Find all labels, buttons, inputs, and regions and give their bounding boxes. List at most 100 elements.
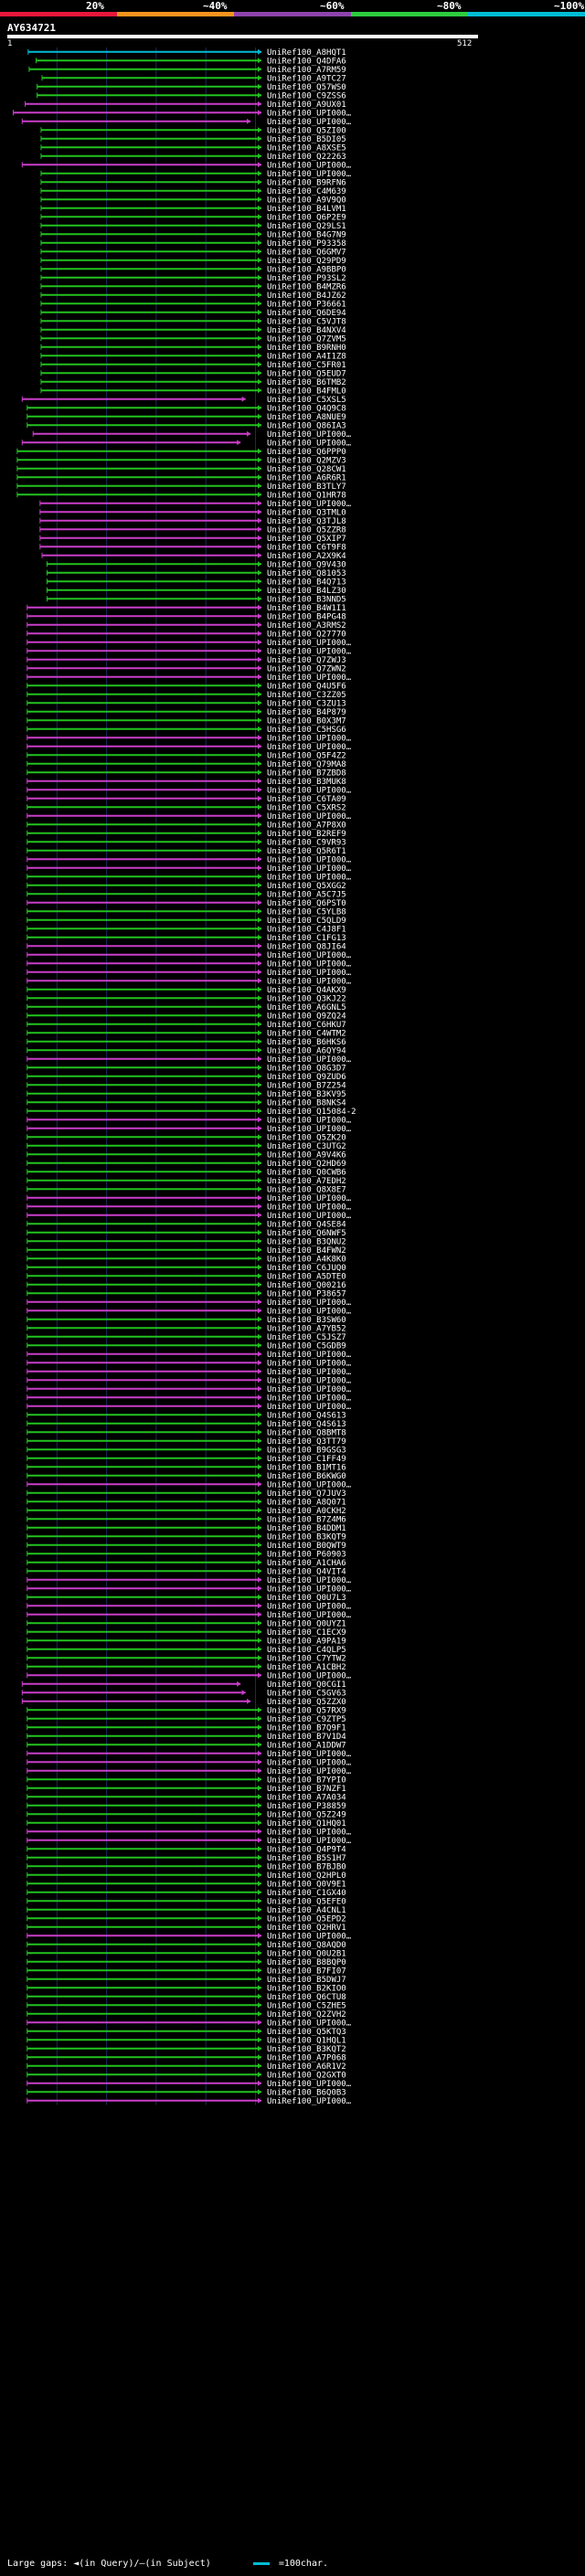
hit-label[interactable]: UniRef100_A7YB52	[267, 1324, 346, 1333]
hit-label[interactable]: UniRef100_B7FI07	[267, 1966, 346, 1976]
hit-label[interactable]: UniRef100_P93358	[267, 239, 346, 249]
hit-label[interactable]: UniRef100_C5XRS2	[267, 803, 346, 812]
hit-label[interactable]: UniRef100_Q4AKX9	[267, 986, 346, 995]
hit-label[interactable]: UniRef100_UPI000…	[267, 2080, 352, 2089]
hit-label[interactable]: UniRef100_A9PA19	[267, 1637, 346, 1646]
hit-label[interactable]: UniRef100_B5DWJ7	[267, 1976, 346, 1985]
hit-label[interactable]: UniRef100_UPI000…	[267, 161, 352, 170]
hit-label[interactable]: UniRef100_B7V1D4	[267, 1733, 346, 1742]
hit-label[interactable]: UniRef100_A6R6R1	[267, 473, 346, 482]
hit-label[interactable]: UniRef100_UPI000…	[267, 1299, 352, 1308]
hit-label[interactable]: UniRef100_C4WTM2	[267, 1029, 346, 1038]
hit-label[interactable]: UniRef100_C3ZZ05	[267, 691, 346, 700]
hit-label[interactable]: UniRef100_UPI000…	[267, 951, 352, 960]
hit-label[interactable]: UniRef100_C9ZSS6	[267, 91, 346, 101]
hit-label[interactable]: UniRef100_Q5ZZR8	[267, 525, 346, 535]
hit-label[interactable]: UniRef100_Q7ZVM5	[267, 334, 346, 344]
hit-label[interactable]: UniRef100_B7YPI0	[267, 1776, 346, 1785]
hit-label[interactable]: UniRef100_C4QLP5	[267, 1646, 346, 1655]
hit-label[interactable]: UniRef100_B4Q713	[267, 578, 346, 587]
hit-label[interactable]: UniRef100_C5QLD9	[267, 917, 346, 926]
hit-label[interactable]: UniRef100_A7RM59	[267, 66, 346, 75]
hit-label[interactable]: UniRef100_B4MZR6	[267, 282, 346, 292]
hit-label[interactable]: UniRef100_UPI000…	[267, 1394, 352, 1403]
hit-label[interactable]: UniRef100_A9TC27	[267, 74, 346, 83]
hit-label[interactable]: UniRef100_Q6PST0	[267, 899, 346, 908]
hit-label[interactable]: UniRef100_Q1HR78	[267, 491, 346, 500]
hit-label[interactable]: UniRef100_Q4S613	[267, 1420, 346, 1429]
hit-label[interactable]: UniRef100_UPI000…	[267, 743, 352, 752]
hit-label[interactable]: UniRef100_UPI000…	[267, 1212, 352, 1221]
hit-label[interactable]: UniRef100_UPI000…	[267, 500, 352, 509]
hit-label[interactable]: UniRef100_C3UTG2	[267, 1142, 346, 1151]
hit-label[interactable]: UniRef100_Q5XGG2	[267, 882, 346, 891]
hit-label[interactable]: UniRef100_B0X3M7	[267, 716, 346, 726]
hit-label[interactable]: UniRef100_Q4SE84	[267, 1220, 346, 1229]
hit-label[interactable]: UniRef100_B3QNU2	[267, 1237, 346, 1246]
hit-label[interactable]: UniRef100_A8HQT1	[267, 48, 346, 58]
hit-label[interactable]: UniRef100_UPI000…	[267, 1602, 352, 1611]
hit-label[interactable]: UniRef100_C5GV63	[267, 1689, 346, 1698]
hit-label[interactable]: UniRef100_B6HKS6	[267, 1038, 346, 1047]
hit-label[interactable]: UniRef100_A8XSE5	[267, 143, 346, 153]
hit-label[interactable]: UniRef100_C6T9F8	[267, 543, 346, 552]
hit-label[interactable]: UniRef100_UPI000…	[267, 1576, 352, 1585]
hit-label[interactable]: UniRef100_UPI000…	[267, 1750, 352, 1759]
hit-label[interactable]: UniRef100_A2X9K4	[267, 552, 346, 561]
hit-label[interactable]: UniRef100_UPI000…	[267, 959, 352, 969]
hit-label[interactable]: UniRef100_B2REF9	[267, 830, 346, 839]
hit-label[interactable]: UniRef100_UPI000…	[267, 439, 352, 448]
hit-label[interactable]: UniRef100_B8BQP0	[267, 1958, 346, 1967]
hit-label[interactable]: UniRef100_Q0UYZ1	[267, 1619, 346, 1628]
hit-label[interactable]: UniRef100_Q5EUD7	[267, 369, 346, 378]
hit-label[interactable]: UniRef100_B4NXV4	[267, 326, 346, 335]
hit-label[interactable]: UniRef100_B8NKS4	[267, 1098, 346, 1108]
hit-label[interactable]: UniRef100_B3SW60	[267, 1316, 346, 1325]
hit-label[interactable]: UniRef100_Q8BMT8	[267, 1428, 346, 1437]
hit-label[interactable]: UniRef100_C5YLB8	[267, 907, 346, 917]
hit-label[interactable]: UniRef100_Q0CGI1	[267, 1680, 346, 1690]
hit-label[interactable]: UniRef100_C1GX40	[267, 1889, 346, 1898]
hit-label[interactable]: UniRef100_Q2MZV3	[267, 456, 346, 465]
hit-label[interactable]: UniRef100_Q5ZI00	[267, 126, 346, 135]
hit-label[interactable]: UniRef100_C5HSG6	[267, 726, 346, 735]
hit-label[interactable]: UniRef100_A4CNL1	[267, 1906, 346, 1915]
hit-label[interactable]: UniRef100_A7EDH2	[267, 1177, 346, 1186]
hit-label[interactable]: UniRef100_UPI000…	[267, 1671, 352, 1680]
hit-label[interactable]: UniRef100_B4FWN2	[267, 1246, 346, 1256]
hit-label[interactable]: UniRef100_Q5EFE0	[267, 1897, 346, 1906]
hit-label[interactable]: UniRef100_A3RMS2	[267, 621, 346, 631]
hit-label[interactable]: UniRef100_Q0CWB6	[267, 1168, 346, 1177]
hit-label[interactable]: UniRef100_C6JUQ0	[267, 1264, 346, 1273]
hit-label[interactable]: UniRef100_A8NUE9	[267, 413, 346, 422]
hit-label[interactable]: UniRef100_Q2ZVH2	[267, 2010, 346, 2019]
hit-label[interactable]: UniRef100_Q4Q9C8	[267, 404, 346, 413]
hit-label[interactable]: UniRef100_Q8G3D7	[267, 1064, 346, 1073]
hit-label[interactable]: UniRef100_C5ZHE5	[267, 2001, 346, 2010]
hit-label[interactable]: UniRef100_Q5XIP7	[267, 535, 346, 544]
hit-label[interactable]: UniRef100_B0QWT9	[267, 1542, 346, 1551]
hit-label[interactable]: UniRef100_A7A034	[267, 1793, 346, 1802]
hit-label[interactable]: UniRef100_UPI000…	[267, 1767, 352, 1776]
hit-label[interactable]: UniRef100_Q5ZZX0	[267, 1698, 346, 1707]
hit-label[interactable]: UniRef100_P60903	[267, 1550, 346, 1559]
hit-label[interactable]: UniRef100_Q7ZWJ3	[267, 656, 346, 665]
hit-label[interactable]: UniRef100_B9RNH0	[267, 344, 346, 353]
hit-label[interactable]: UniRef100_UPI000…	[267, 864, 352, 874]
hit-label[interactable]: UniRef100_Q9ZQ24	[267, 1012, 346, 1021]
hit-label[interactable]: UniRef100_C5FR01	[267, 361, 346, 370]
hit-label[interactable]: UniRef100_B4LZ30	[267, 587, 346, 596]
hit-label[interactable]: UniRef100_A4I1Z8	[267, 352, 346, 361]
hit-label[interactable]: UniRef100_B7BJB0	[267, 1862, 346, 1871]
hit-label[interactable]: UniRef100_UPI000…	[267, 118, 352, 127]
hit-label[interactable]: UniRef100_B5S1H7	[267, 1854, 346, 1863]
hit-label[interactable]: UniRef100_C9ZTP5	[267, 1715, 346, 1724]
hit-label[interactable]: UniRef100_B6TMB2	[267, 378, 346, 387]
hit-label[interactable]: UniRef100_C4M639	[267, 187, 346, 196]
hit-label[interactable]: UniRef100_C4J8F1	[267, 925, 346, 934]
hit-label[interactable]: UniRef100_Q6P2E9	[267, 213, 346, 222]
hit-label[interactable]: UniRef100_UPI000…	[267, 969, 352, 978]
hit-label[interactable]: UniRef100_Q4DFA6	[267, 57, 346, 66]
hit-label[interactable]: UniRef100_Q3TML0	[267, 508, 346, 517]
hit-label[interactable]: UniRef100_Q6NWF5	[267, 1229, 346, 1238]
